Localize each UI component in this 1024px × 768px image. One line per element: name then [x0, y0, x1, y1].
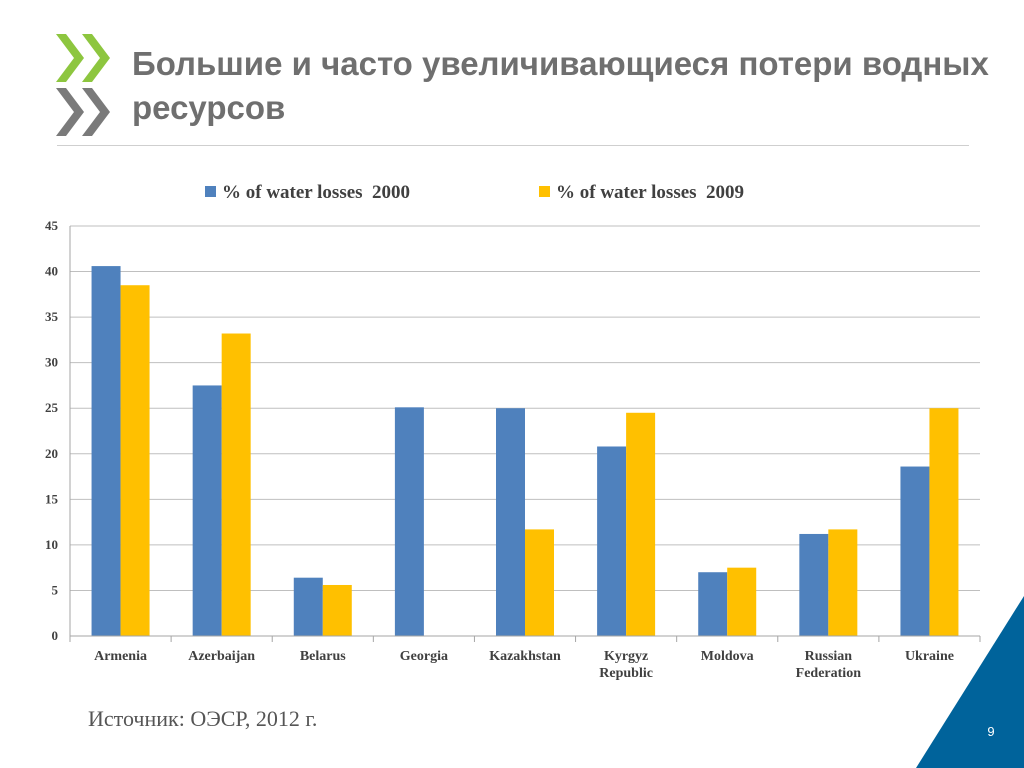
y-tick-label: 15	[45, 491, 59, 506]
chart-legend: % of water losses 2000 % of water losses …	[205, 182, 744, 203]
y-tick-label: 25	[45, 400, 59, 415]
bar-2000	[496, 408, 525, 636]
bar-2000	[293, 577, 323, 636]
page-number: 9	[987, 724, 995, 739]
bar-2000	[597, 446, 627, 636]
slide-title: Большие и часто увеличивающиеся потери в…	[132, 45, 989, 126]
logo-chevron-gray-left	[56, 88, 84, 136]
x-category-label: Ukraine	[905, 649, 954, 664]
bar-2000	[799, 533, 829, 636]
y-tick-label: 40	[45, 264, 58, 279]
x-axis: Armenia Azerbaijan Belarus Georgia Kazakhsta…	[69, 635, 981, 681]
x-category-label: Russian	[805, 649, 853, 664]
y-tick-label: 35	[45, 309, 59, 324]
bar-2009	[828, 529, 858, 636]
oecd-logo	[56, 34, 110, 136]
x-category-label: Armenia	[94, 649, 147, 664]
bar-2009	[221, 333, 251, 636]
x-category-label: Kyrgyz	[604, 649, 648, 664]
y-tick-label: 30	[45, 355, 58, 370]
y-tick-label: 5	[52, 582, 59, 597]
bar-2000	[900, 466, 930, 636]
bar-2009	[120, 285, 150, 636]
legend-swatch	[539, 186, 550, 197]
x-category-label: Belarus	[300, 649, 346, 664]
bar-2009	[727, 567, 757, 636]
x-category-label: Kazakhstan	[489, 649, 561, 664]
bar-2009	[929, 408, 959, 636]
title-divider	[57, 145, 969, 146]
x-category-label: Federation	[796, 666, 862, 681]
bar-2000	[698, 572, 728, 636]
source-note: Источник: ОЭСР, 2012 г.	[88, 706, 318, 731]
legend-label: % of water losses 2009	[556, 182, 744, 203]
y-tick-label: 0	[52, 628, 59, 643]
bar-2000	[394, 407, 424, 636]
x-category-label: Moldova	[701, 649, 754, 664]
x-category-label: Azerbaijan	[188, 649, 255, 664]
y-tick-label: 45	[45, 218, 59, 233]
logo-chevron-green-left	[56, 34, 84, 82]
bar-2009	[525, 529, 554, 636]
chart-bars	[91, 266, 959, 636]
bar-2009	[322, 584, 352, 636]
y-tick-label: 10	[45, 537, 58, 552]
x-category-label: Georgia	[400, 649, 448, 664]
x-category-label: Republic	[599, 666, 653, 681]
y-tick-label: 20	[45, 446, 58, 461]
bar-2000	[192, 385, 222, 636]
logo-chevron-gray-right	[82, 88, 110, 136]
bar-2009	[626, 412, 656, 636]
bar-2000	[91, 266, 121, 636]
legend-label: % of water losses 2000	[222, 182, 410, 203]
corner-triangle	[916, 596, 1024, 768]
legend-swatch	[205, 186, 216, 197]
y-axis: 0 5 10 15 20 25 30 35 40 45	[45, 218, 71, 643]
logo-chevron-green-right	[82, 34, 110, 82]
